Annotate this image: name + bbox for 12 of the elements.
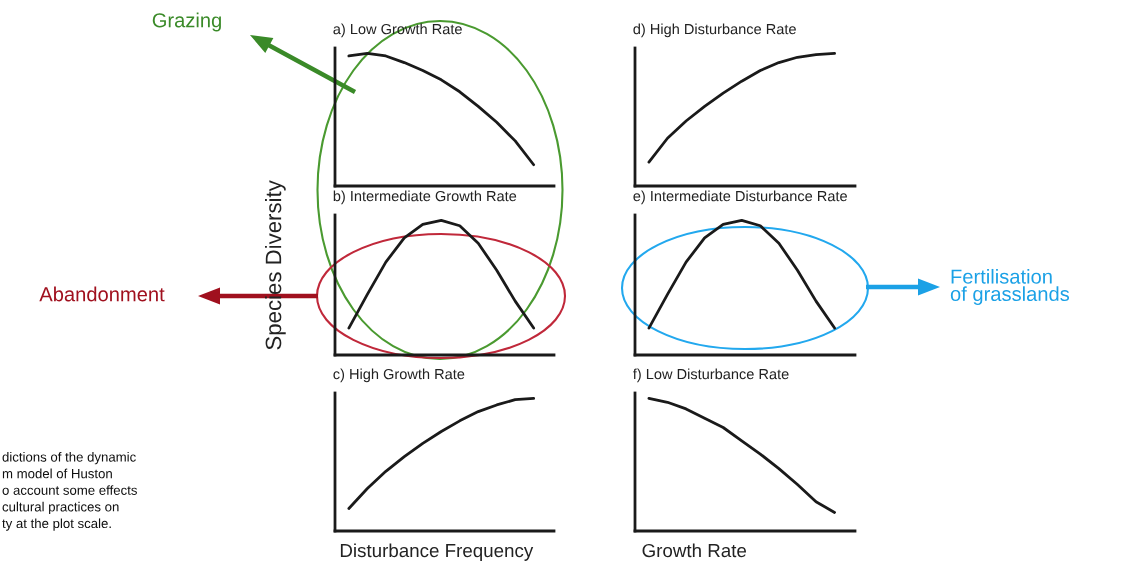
chart-title: f) Low Disturbance Rate [633,368,789,383]
text: dictions of the dynamic m model of Huston o account some effects cultural practices on ty at the plot scale. [2,452,137,531]
chart-title: d) High Disturbance Rate [633,23,796,38]
text: Fertilisation of grasslands [950,268,1070,306]
text: Grazing [152,12,221,32]
chart-title: b) Intermediate Growth Rate [333,190,517,205]
y-axis-title: Species Diversity [265,180,286,350]
text: Abandonment [39,286,165,302]
x-axis-title: Disturbance Frequency [340,543,534,561]
chart-title: c) High Growth Rate [333,368,465,383]
x-axis-title: Growth Rate [642,543,747,558]
chart-title: e) Intermediate Disturbance Rate [633,190,847,205]
